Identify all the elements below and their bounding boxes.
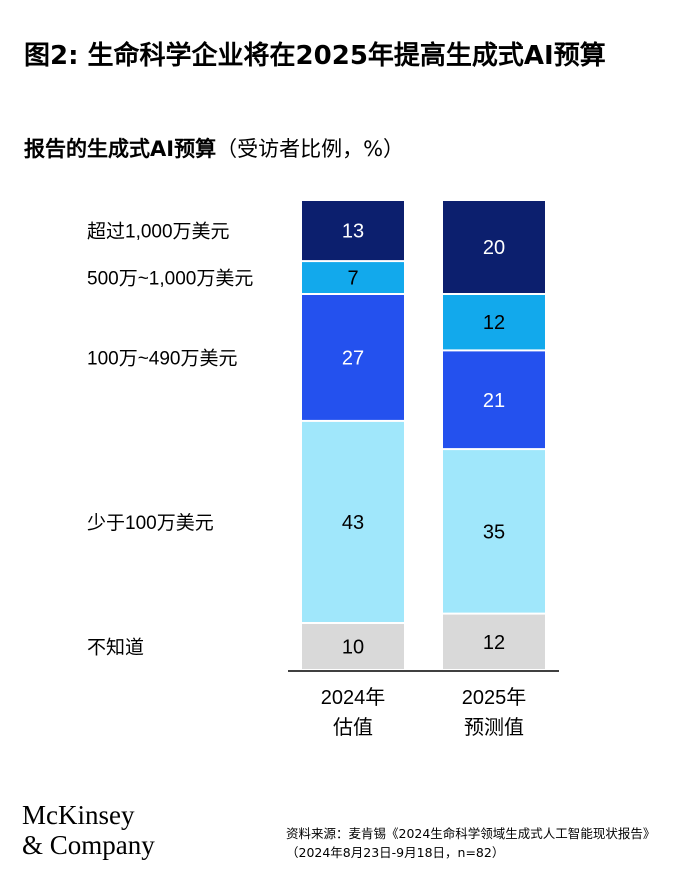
- bar-segment: [302, 201, 404, 261]
- data-label: 13: [342, 221, 364, 243]
- bar-segment: [443, 295, 545, 350]
- legend-label: 100万~490万美元: [87, 347, 238, 369]
- legend-label: 不知道: [87, 637, 144, 659]
- legend-label: 500万~1,000万美元: [87, 268, 253, 290]
- data-label: 27: [342, 347, 364, 369]
- legend-label: 少于100万美元: [87, 512, 214, 534]
- data-label: 20: [483, 237, 505, 259]
- x-tick-label: 2025年: [462, 686, 527, 709]
- bar-segment: [443, 614, 545, 669]
- data-label: 43: [342, 512, 364, 534]
- logo-line-1: McKinsey: [22, 800, 135, 830]
- data-label: 7: [347, 268, 358, 290]
- logo-line-2: & Company: [22, 830, 155, 860]
- data-label: 35: [483, 521, 505, 543]
- subtitle-text: 报告的生成式AI预算: [24, 137, 217, 161]
- bar-segment: [302, 262, 404, 293]
- bar-segment: [302, 421, 404, 622]
- bar-segment: [302, 295, 404, 420]
- x-tick-label: 预测值: [464, 716, 524, 739]
- data-label: 21: [483, 390, 505, 412]
- chart-subtitle: 报告的生成式AI预算（受访者比例，%）: [24, 134, 684, 164]
- bar-segment: [443, 351, 545, 449]
- source-note: 资料来源：麦肯锡《2024生命科学领域生成式人工智能现状报告》（2024年8月2…: [286, 826, 656, 860]
- legend-label: 超过1,000万美元: [87, 221, 230, 243]
- legend: 不知道 少于100万美元 100万~490万美元 500万~1,000万美元超过1,0…: [87, 221, 253, 659]
- subtitle-unit: （受访者比例，%）: [216, 137, 405, 161]
- data-label: 12: [483, 312, 505, 334]
- x-tick-label: 估值: [333, 716, 373, 739]
- chart-title: 图2: 生命科学企业将在2025年提高生成式AI预算: [24, 41, 606, 71]
- data-label: 12: [483, 632, 505, 654]
- bar-segment: [443, 201, 545, 293]
- bar-segment: [302, 624, 404, 669]
- mckinsey-logo: McKinsey & Company: [22, 800, 155, 860]
- data-label: 10: [342, 637, 364, 659]
- x-tick-label: 2024年: [321, 686, 386, 709]
- bar-segment: [443, 450, 545, 613]
- bar-layer: 10 43 27 7 13 12 35 21 12 20: [302, 201, 545, 669]
